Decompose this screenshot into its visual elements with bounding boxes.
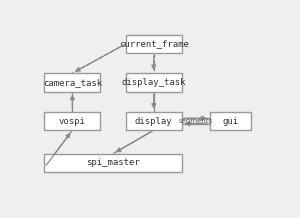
- Text: current_frame: current_frame: [119, 39, 189, 48]
- Text: spi_master: spi_master: [86, 158, 140, 167]
- FancyBboxPatch shape: [44, 154, 182, 172]
- Text: camera_task: camera_task: [43, 78, 102, 87]
- FancyBboxPatch shape: [210, 112, 251, 130]
- Text: display: display: [135, 116, 172, 126]
- Text: display_task: display_task: [122, 78, 186, 87]
- FancyBboxPatch shape: [126, 112, 182, 130]
- FancyBboxPatch shape: [126, 34, 182, 53]
- FancyBboxPatch shape: [44, 112, 100, 130]
- Text: vospi: vospi: [59, 116, 86, 126]
- Text: segments: segments: [178, 118, 213, 124]
- FancyBboxPatch shape: [126, 73, 182, 92]
- FancyBboxPatch shape: [44, 73, 100, 92]
- Text: gui: gui: [222, 116, 239, 126]
